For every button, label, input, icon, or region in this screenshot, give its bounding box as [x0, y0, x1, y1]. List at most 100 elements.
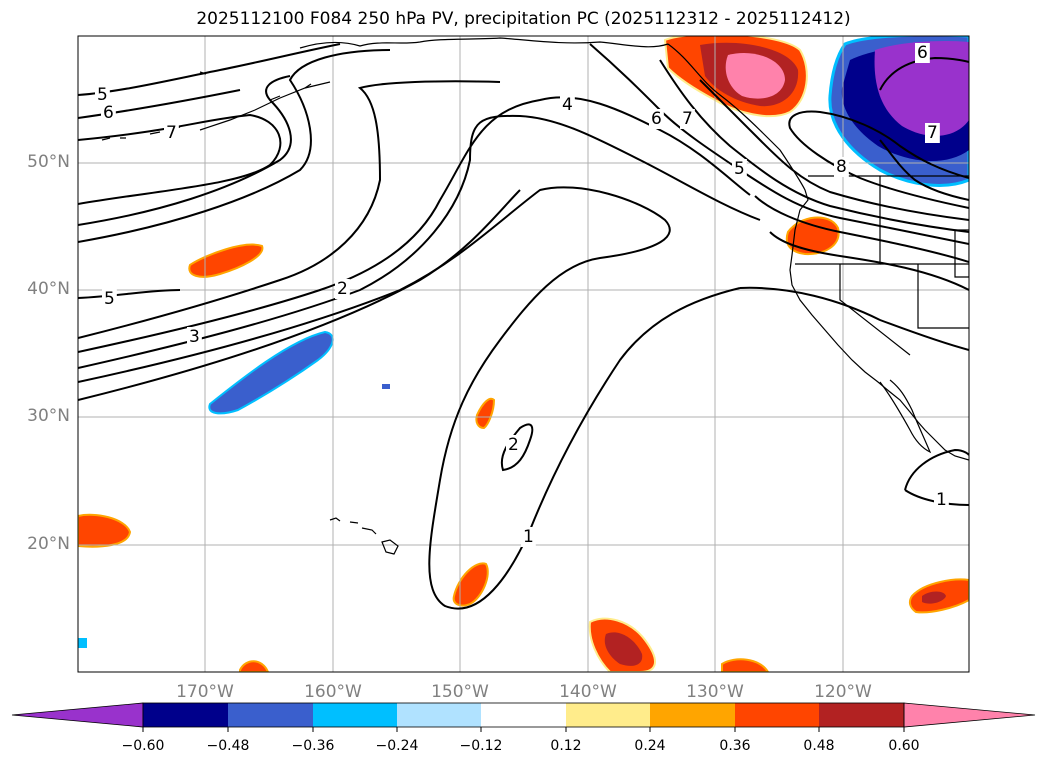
colorbar-bin: [566, 703, 650, 727]
contour-label-background: [925, 123, 940, 143]
colorbar-bin: [228, 703, 313, 727]
strong-positive-precip-area: [604, 632, 643, 666]
colorbar-tick-label: −0.48: [206, 738, 250, 754]
contour-label: 2: [508, 435, 519, 455]
contour-label: 8: [836, 157, 847, 177]
strong-positive-precip-area: [922, 591, 946, 604]
colorbar-bin: [650, 703, 735, 727]
contour-label-background: [164, 123, 179, 143]
contour-label-background: [732, 159, 747, 179]
colorbar-tick-label: −0.24: [375, 738, 419, 754]
colorbar-bin: [819, 703, 904, 727]
colorbar-bin: [397, 703, 481, 727]
colorbar-bin: [481, 703, 566, 727]
contour-label-background: [934, 490, 949, 510]
contour-label: 5: [104, 289, 115, 309]
contour-label-background: [506, 435, 521, 455]
contour-label: 7: [927, 123, 938, 143]
pv-contour: [500, 423, 534, 472]
contour-label-background: [560, 95, 575, 115]
positive-precip-area: [188, 243, 264, 278]
colorbar-tick-label: 0.24: [634, 738, 666, 754]
contour-label-background: [95, 85, 110, 105]
pv-contour: [788, 110, 969, 209]
positive-precip-area: [452, 562, 489, 607]
gridlines: [78, 36, 969, 672]
contour-label: 7: [682, 109, 693, 129]
pv-contour: [78, 289, 181, 299]
positive-precip-area: [721, 658, 770, 672]
map-background: [78, 36, 969, 672]
negative-precip-area: [78, 638, 87, 648]
longitude-label: 170°W: [176, 682, 234, 702]
pv-contour: [754, 195, 969, 263]
pv-contour: [904, 489, 969, 506]
contour-label: 3: [189, 327, 200, 347]
map-frame: [77, 35, 970, 673]
contour-label: 6: [917, 43, 928, 63]
contour-label-background: [680, 109, 695, 129]
peak-negative-precip-area: [874, 40, 969, 136]
colorbar-extend-high: [903, 702, 1036, 728]
pv-contour: [78, 75, 292, 226]
pv-contour: [78, 80, 501, 339]
pv-contour: [739, 286, 969, 351]
longitude-label: 160°W: [304, 682, 362, 702]
latitude-label: 50°N: [27, 152, 70, 172]
contour-label: 5: [734, 159, 745, 179]
latitude-label: 40°N: [27, 279, 70, 299]
contour-label-background: [915, 43, 930, 63]
negative-precip-area: [382, 384, 390, 389]
map-title: 2025112100 F084 250 hPa PV, precipitatio…: [196, 9, 851, 29]
pv-contour: [879, 139, 969, 201]
pv-contour: [78, 189, 521, 401]
contour-label: 4: [562, 95, 573, 115]
contour-label-background: [521, 527, 536, 547]
alaska-coast: [299, 37, 669, 49]
peak-positive-precip-area: [725, 52, 785, 99]
pv-contour: [659, 59, 969, 233]
positive-precip-area: [78, 513, 132, 548]
colorbar-bin: [143, 703, 228, 727]
contour-label: 1: [936, 490, 947, 510]
contour-label: 2: [337, 279, 348, 299]
colorbar-tick-label: −0.60: [121, 738, 165, 754]
pv-contour: [78, 114, 761, 369]
contour-label: 1: [523, 527, 534, 547]
contour-label-background: [335, 279, 350, 299]
colorbar-tick-label: 0.60: [888, 738, 920, 754]
pv-contour: [699, 79, 969, 221]
colorbar-tick-label: −0.36: [291, 738, 335, 754]
colorbar-tick-label: 0.12: [550, 738, 582, 754]
contour-label-background: [187, 327, 202, 347]
longitude-label: 120°W: [814, 682, 872, 702]
contour-labels: 5 6 7 5 3 2 4 6 7 5 8 6 7 2 1 1: [95, 43, 949, 547]
longitude-label: 140°W: [559, 682, 617, 702]
precipitation-shading: [78, 36, 969, 672]
colorbar-bin: [313, 703, 397, 727]
contour-label: 7: [166, 123, 177, 143]
pv-contour: [879, 56, 969, 91]
pv-contour: [78, 43, 341, 96]
colorbar: [11, 702, 1036, 732]
contour-label: 6: [103, 103, 114, 123]
latitude-label: 30°N: [27, 406, 70, 426]
contour-label-background: [101, 103, 116, 123]
hawaii-islands: [329, 517, 399, 555]
latitude-label: 20°N: [27, 534, 70, 554]
colorbar-tick-label: 0.36: [719, 738, 751, 754]
contour-label-background: [102, 289, 117, 309]
negative-precip-area: [208, 330, 334, 415]
longitude-label: 130°W: [686, 682, 744, 702]
pv-contours: [78, 43, 969, 610]
colorbar-tick-label: −0.12: [459, 738, 503, 754]
positive-precip-area: [785, 216, 840, 256]
contour-label: 6: [651, 109, 662, 129]
pv-contour: [769, 231, 969, 291]
pv-contour: [78, 49, 391, 243]
contour-label-background: [834, 157, 849, 177]
colorbar-extend-low: [11, 702, 144, 728]
pv-contour: [904, 448, 969, 491]
contour-label: 5: [97, 85, 108, 105]
